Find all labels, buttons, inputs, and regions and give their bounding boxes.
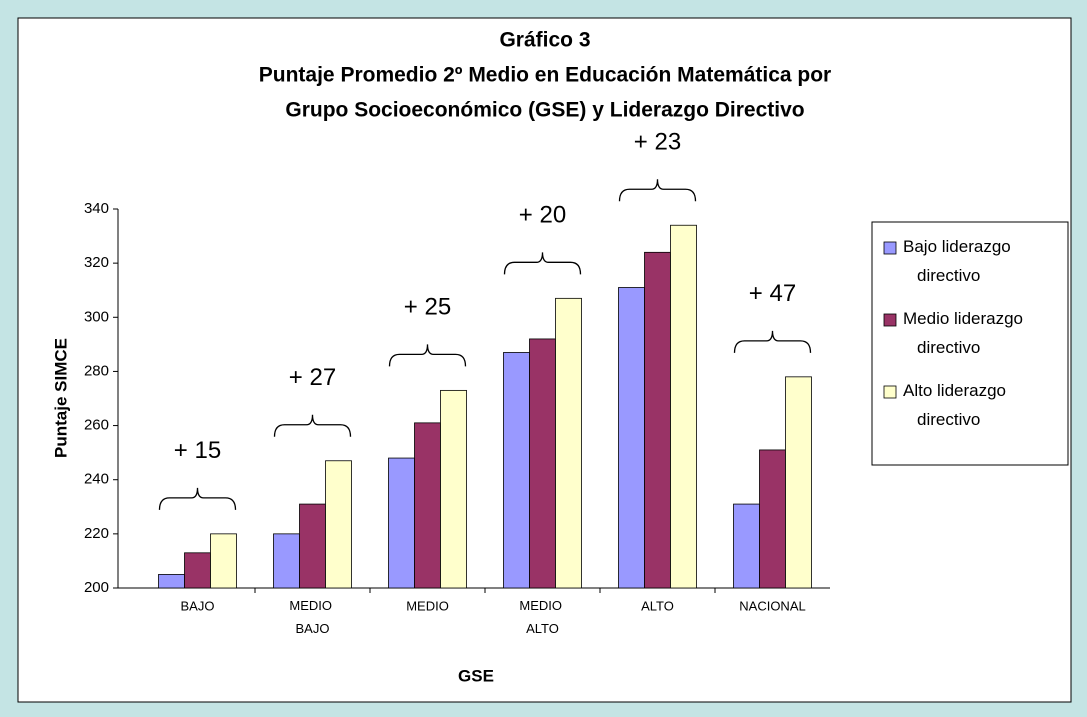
y-tick-label: 200 — [84, 579, 109, 596]
bar — [440, 389, 467, 589]
legend-label: Alto liderazgo directivo — [903, 381, 1011, 429]
annotation: + 20 — [519, 202, 566, 229]
bar — [759, 449, 786, 589]
y-tick-label: 220 — [84, 525, 109, 542]
x-tick-label: BAJO — [181, 598, 215, 613]
x-tick-label: ALTO — [641, 598, 674, 613]
legend-label: Bajo liderazgo directivo — [903, 237, 1015, 285]
bar — [785, 376, 812, 589]
bar — [158, 574, 185, 589]
annotation: + 15 — [174, 437, 221, 464]
bar — [644, 251, 671, 589]
bar — [414, 422, 441, 589]
x-tick-label: MEDIO ALTO — [519, 598, 565, 636]
bar — [273, 533, 300, 589]
x-axis-title: GSE — [458, 666, 494, 685]
chart-subtitle: Grupo Socioeconómico (GSE) y Liderazgo D… — [285, 99, 804, 122]
bar — [529, 338, 556, 589]
bar — [184, 552, 211, 589]
chart-title: Gráfico 3 — [499, 29, 590, 52]
y-tick-label: 240 — [84, 471, 109, 488]
chart-subtitle: Puntaje Promedio 2º Medio en Educación M… — [259, 64, 831, 87]
annotation: + 25 — [404, 294, 451, 321]
x-tick-label: MEDIO BAJO — [289, 598, 335, 636]
bar — [325, 460, 352, 589]
bar — [670, 224, 697, 589]
annotation: + 23 — [634, 129, 681, 156]
y-tick-label: 300 — [84, 308, 109, 325]
legend-swatch — [883, 313, 897, 327]
y-tick-label: 320 — [84, 254, 109, 271]
x-tick-label: NACIONAL — [739, 598, 805, 613]
bracket — [388, 344, 467, 367]
legend-box — [871, 221, 1069, 466]
annotation: + 47 — [749, 280, 796, 307]
bar — [299, 503, 326, 589]
y-axis-title: Puntaje SIMCE — [51, 338, 70, 458]
bar — [388, 457, 415, 589]
bracket — [503, 252, 582, 275]
bar — [503, 352, 530, 589]
y-tick-label: 340 — [84, 200, 109, 217]
bracket — [733, 330, 812, 353]
y-tick-label: 260 — [84, 417, 109, 434]
x-tick-label: MEDIO — [406, 598, 449, 613]
bar — [733, 503, 760, 589]
legend-swatch — [883, 241, 897, 255]
y-tick-label: 280 — [84, 362, 109, 379]
legend-swatch — [883, 385, 897, 399]
annotation: + 27 — [289, 364, 336, 391]
bracket — [618, 179, 697, 202]
bar — [555, 297, 582, 589]
bar — [618, 287, 645, 589]
bar — [210, 533, 237, 589]
legend-label: Medio liderazgo directivo — [903, 309, 1028, 357]
